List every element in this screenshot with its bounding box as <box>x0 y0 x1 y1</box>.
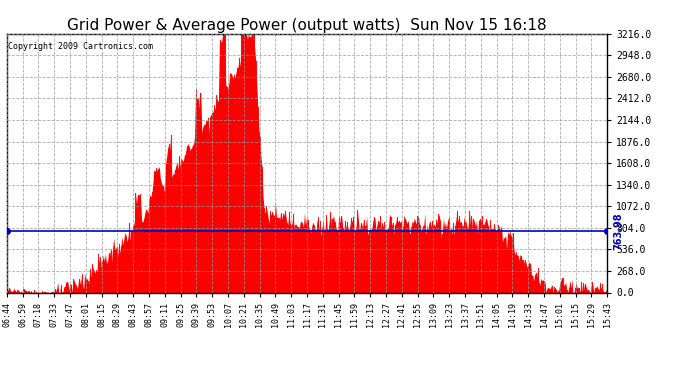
Text: Copyright 2009 Cartronics.com: Copyright 2009 Cartronics.com <box>8 42 153 51</box>
Title: Grid Power & Average Power (output watts)  Sun Nov 15 16:18: Grid Power & Average Power (output watts… <box>67 18 547 33</box>
Text: 763.98: 763.98 <box>613 212 624 250</box>
